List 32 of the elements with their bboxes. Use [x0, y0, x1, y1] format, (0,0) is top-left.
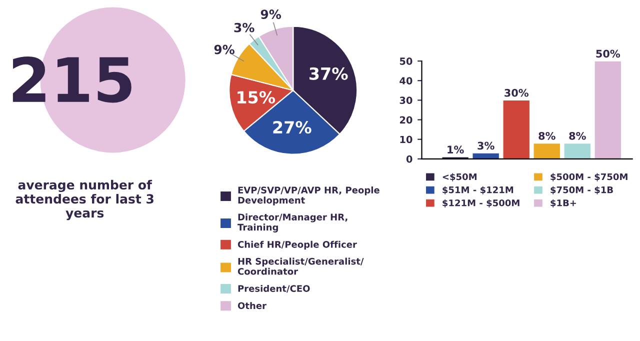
y-tick-label: 30: [400, 96, 412, 104]
data-label: 1%: [448, 146, 464, 154]
legend-label: $750M - $1B: [550, 186, 613, 194]
legend-label: $121M - $500M: [442, 199, 520, 208]
y-tick-label: 0: [406, 155, 412, 163]
legend-label: $500M - $750M: [550, 173, 628, 182]
legend-label: Chief HR/People Officer: [238, 240, 357, 250]
data-label: 3%: [234, 22, 254, 32]
y-tick-label: 40: [400, 77, 412, 84]
data-label: 27%: [273, 120, 312, 134]
legend-label: EVP/SVP/VP/AVP HR, People Development: [238, 186, 380, 206]
data-label: 9%: [260, 10, 282, 20]
legend-label: <$50M: [442, 173, 476, 182]
data-label: 15%: [238, 90, 276, 104]
y-tick-label: 10: [400, 136, 412, 144]
legend-label: President/CEO: [238, 284, 310, 293]
legend-label: HR Specialist/Generalist/ Coordinator: [238, 258, 364, 275]
legend-label: $1B+: [550, 199, 576, 208]
text: average number of attendees for last 3 years: [16, 180, 154, 220]
legend-label: Other: [238, 302, 266, 310]
y-tick-label: 20: [400, 116, 412, 124]
data-label: 3%: [478, 142, 494, 150]
legend-label: Director/Manager HR, Training: [238, 213, 348, 232]
data-label: 8%: [569, 132, 586, 140]
data-label: 30%: [504, 88, 528, 97]
text: 215: [12, 56, 132, 103]
legend-label: $51M - $121M: [442, 186, 514, 194]
data-label: 50%: [596, 50, 620, 58]
data-label: 8%: [538, 132, 556, 140]
y-tick-label: 50: [400, 58, 412, 65]
data-label: 9%: [214, 44, 234, 54]
data-label: 37%: [310, 67, 348, 80]
